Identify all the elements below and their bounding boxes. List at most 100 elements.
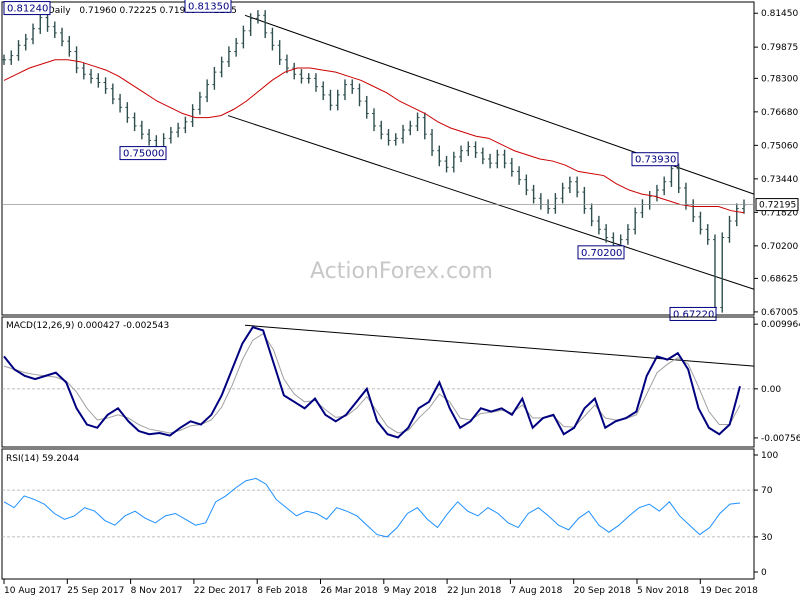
price-bar xyxy=(132,112,137,132)
price-bar xyxy=(168,126,173,144)
price-bar xyxy=(473,141,478,158)
price-bar xyxy=(219,56,224,78)
price-bar xyxy=(430,129,435,156)
price-y-tick-label: 0.79875 xyxy=(761,43,798,53)
price-callout-box xyxy=(184,0,232,13)
price-bar xyxy=(89,69,94,84)
price-bar xyxy=(633,207,638,235)
x-tick-label: 7 Aug 2018 xyxy=(510,586,562,596)
price-bar xyxy=(625,224,630,245)
macd-signal-line xyxy=(3,332,741,434)
price-bar xyxy=(488,153,493,169)
price-bar xyxy=(31,23,36,45)
price-bar xyxy=(60,27,65,47)
price-bars xyxy=(2,10,746,313)
x-tick-label: 20 Sep 2018 xyxy=(574,586,631,596)
price-bar xyxy=(560,182,565,204)
moving-average-line xyxy=(3,59,745,214)
price-bar xyxy=(81,62,86,80)
price-y-tick-label: 0.71820 xyxy=(761,208,798,218)
macd-y-tick-label: 0.00 xyxy=(761,385,781,395)
price-bar xyxy=(546,199,551,214)
price-bar xyxy=(451,151,456,173)
price-bar xyxy=(567,176,572,194)
price-bar xyxy=(502,149,507,169)
price-y-tick-label: 0.78300 xyxy=(761,74,798,84)
price-bar xyxy=(379,120,384,140)
price-bar xyxy=(139,120,144,140)
price-bar xyxy=(415,112,420,132)
price-bar xyxy=(553,193,558,214)
macd-panel-frame xyxy=(1,316,755,448)
price-bar xyxy=(299,69,304,84)
price-bar xyxy=(2,54,6,65)
rsi-y-tick-label: 100 xyxy=(761,451,778,461)
price-bar xyxy=(654,184,659,202)
price-bar xyxy=(386,129,391,146)
price-callout-box xyxy=(3,1,51,16)
price-callout: 0.81350 xyxy=(184,0,232,13)
price-bar xyxy=(328,89,333,111)
price-trendline-1 xyxy=(244,14,755,195)
rsi-y-tick-label: 30 xyxy=(761,533,773,543)
price-callout-label: 0.81240 xyxy=(7,4,48,15)
price-bar xyxy=(241,25,246,49)
price-bar xyxy=(640,199,645,218)
price-bar xyxy=(234,38,239,57)
price-bar xyxy=(509,157,514,177)
price-callout-label: 0.73930 xyxy=(635,155,676,166)
x-tick-label: 5 Nov 2018 xyxy=(637,586,689,596)
price-bar xyxy=(248,13,253,36)
macd-panel: MACD(12,26,9) 0.000427 -0.002543 0.00996… xyxy=(1,316,800,448)
x-tick-label: 8 Nov 2017 xyxy=(131,586,183,596)
price-bar xyxy=(531,184,536,204)
price-bar xyxy=(669,163,674,187)
rsi-y-axis: 100 70 30 0 xyxy=(754,451,778,578)
price-panel-frame xyxy=(1,1,755,316)
price-bar xyxy=(350,79,355,94)
x-tick-label: 9 May 2018 xyxy=(384,586,437,596)
price-callout: 0.70200 xyxy=(577,245,625,260)
x-tick-label: 22 Dec 2017 xyxy=(194,586,252,596)
price-bar xyxy=(277,40,282,65)
rsi-y-tick-label: 70 xyxy=(761,486,773,496)
price-bar xyxy=(255,10,260,24)
macd-y-tick-label: 0.009964 xyxy=(761,320,800,330)
x-tick-label: 25 Sep 2017 xyxy=(67,586,124,596)
price-bar xyxy=(538,193,543,210)
x-tick-label: 8 Feb 2018 xyxy=(257,586,308,596)
price-bar xyxy=(401,124,406,144)
price-bar xyxy=(712,234,717,313)
moving-average xyxy=(3,59,745,214)
price-callout-box xyxy=(119,146,167,161)
price-panel: AUDUSD,Daily 0.71960 0.72225 0.71909 0.7… xyxy=(1,0,799,321)
price-bar xyxy=(110,83,115,105)
rsi-line xyxy=(3,477,741,538)
last-price-tag: 0.72195 xyxy=(755,198,799,212)
rsi-line xyxy=(3,477,741,538)
last-price-tag-label: 0.72195 xyxy=(759,201,796,211)
price-bar xyxy=(691,199,696,223)
price-y-tick-label: 0.70200 xyxy=(761,242,798,252)
price-bar xyxy=(698,211,703,235)
price-bar xyxy=(596,215,601,235)
price-bar xyxy=(582,186,587,214)
price-bar xyxy=(190,104,195,127)
price-bar xyxy=(183,116,188,134)
price-bar xyxy=(263,10,268,39)
price-bar xyxy=(292,62,297,80)
price-bar xyxy=(284,54,289,74)
price-callout-box xyxy=(577,245,625,260)
price-bar xyxy=(226,46,231,67)
x-tick-label: 26 Mar 2018 xyxy=(321,586,378,596)
price-bar xyxy=(9,50,14,65)
price-y-tick-label: 0.76680 xyxy=(761,108,798,118)
price-bar xyxy=(270,27,275,51)
price-bar xyxy=(205,79,210,103)
price-bar xyxy=(16,40,21,61)
x-tick-label: 19 Dec 2018 xyxy=(700,586,758,596)
macd-y-axis: 0.009964 0.00 -0.00756 xyxy=(754,320,800,444)
price-y-tick-label: 0.73440 xyxy=(761,175,798,185)
price-bar xyxy=(517,166,522,185)
